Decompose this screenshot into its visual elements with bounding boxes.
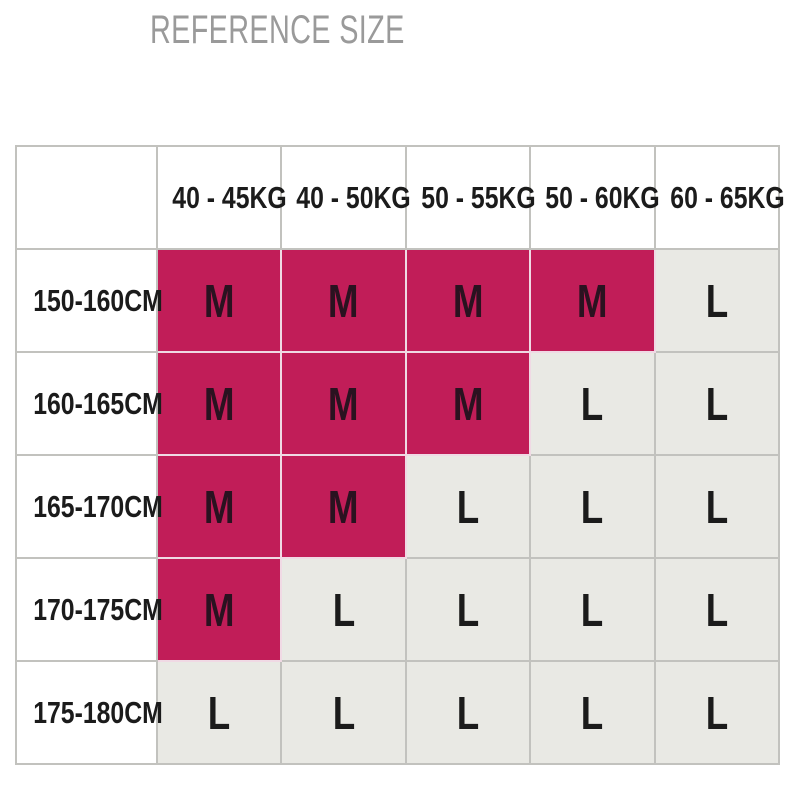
size-cell: L <box>653 248 781 353</box>
column-header-50-60kg: 50 - 60KG <box>529 145 660 250</box>
size-cell: L <box>529 660 656 765</box>
table-row: 150-160CM M M M M L <box>15 248 781 353</box>
size-reference-table: 40 - 45KG 40 - 50KG 50 - 55KG 50 - 60KG … <box>15 145 784 765</box>
size-cell: L <box>653 351 781 456</box>
header-row: 40 - 45KG 40 - 50KG 50 - 55KG 50 - 60KG … <box>15 145 784 250</box>
size-value: M <box>452 274 484 327</box>
size-value: M <box>203 377 235 430</box>
size-value: M <box>203 274 235 327</box>
row-label-165-170cm: 165-170CM <box>15 454 163 559</box>
column-header-label: 40 - 50KG <box>296 179 412 215</box>
size-cell: M <box>280 454 407 559</box>
size-cell: L <box>280 557 407 662</box>
size-value: L <box>705 274 729 327</box>
size-value: M <box>203 583 235 636</box>
table-row: 170-175CM M L L L L <box>15 557 781 662</box>
size-cell: M <box>155 351 283 456</box>
size-value: L <box>207 686 231 739</box>
size-cell: M <box>155 248 283 353</box>
size-value: L <box>705 583 729 636</box>
size-value: M <box>328 377 359 430</box>
row-label-150-160cm: 150-160CM <box>15 248 163 353</box>
size-cell: M <box>529 248 656 353</box>
size-cell: M <box>155 454 283 559</box>
corner-cell <box>15 145 158 250</box>
size-cell: L <box>404 557 532 662</box>
column-header-label: 60 - 65KG <box>669 179 785 215</box>
column-header-label: 50 - 55KG <box>421 179 536 215</box>
row-label-175-180cm: 175-180CM <box>15 660 163 765</box>
size-cell: L <box>653 454 781 559</box>
size-cell: L <box>529 557 656 662</box>
size-cell: L <box>404 660 532 765</box>
row-label-text: 150-160CM <box>33 282 163 318</box>
size-value: M <box>203 480 235 533</box>
size-cell: L <box>155 660 283 765</box>
size-cell: M <box>404 351 532 456</box>
row-label-160-165cm: 160-165CM <box>15 351 163 456</box>
size-value: L <box>332 583 355 636</box>
size-cell: L <box>653 660 781 765</box>
column-header-40-45kg: 40 - 45KG <box>155 145 287 250</box>
size-cell: L <box>280 660 407 765</box>
column-header-50-55kg: 50 - 55KG <box>404 145 535 250</box>
table-row: 165-170CM M M L L L <box>15 454 781 559</box>
size-cell: L <box>529 351 656 456</box>
row-label-text: 170-175CM <box>33 591 163 627</box>
row-label-170-175cm: 170-175CM <box>15 557 163 662</box>
size-value: L <box>456 583 480 636</box>
table-row: 175-180CM L L L L L <box>15 660 781 765</box>
size-value: L <box>456 480 480 533</box>
size-value: M <box>328 480 359 533</box>
size-value: M <box>452 377 484 430</box>
size-value: L <box>581 480 604 533</box>
size-cell: M <box>155 557 283 662</box>
size-value: L <box>581 377 604 430</box>
size-value: L <box>581 686 604 739</box>
column-header-40-50kg: 40 - 50KG <box>280 145 411 250</box>
size-value: M <box>328 274 359 327</box>
row-label-text: 165-170CM <box>33 488 163 524</box>
size-value: M <box>577 274 608 327</box>
size-value: L <box>332 686 355 739</box>
size-cell: M <box>280 248 407 353</box>
size-cell: L <box>529 454 656 559</box>
size-cell: M <box>280 351 407 456</box>
size-value: L <box>705 480 729 533</box>
column-header-label: 50 - 60KG <box>545 179 660 215</box>
size-value: L <box>705 377 729 430</box>
column-header-60-65kg: 60 - 65KG <box>653 145 784 250</box>
size-value: L <box>581 583 604 636</box>
size-cell: L <box>404 454 532 559</box>
column-header-label: 40 - 45KG <box>172 179 287 215</box>
table-row: 160-165CM M M M L L <box>15 351 781 456</box>
size-cell: M <box>404 248 532 353</box>
size-value: L <box>705 686 729 739</box>
row-label-text: 175-180CM <box>33 694 163 730</box>
size-cell: L <box>653 557 781 662</box>
page-title: REFERENCE SIZE <box>150 8 405 52</box>
row-label-text: 160-165CM <box>33 385 163 421</box>
size-value: L <box>456 686 480 739</box>
